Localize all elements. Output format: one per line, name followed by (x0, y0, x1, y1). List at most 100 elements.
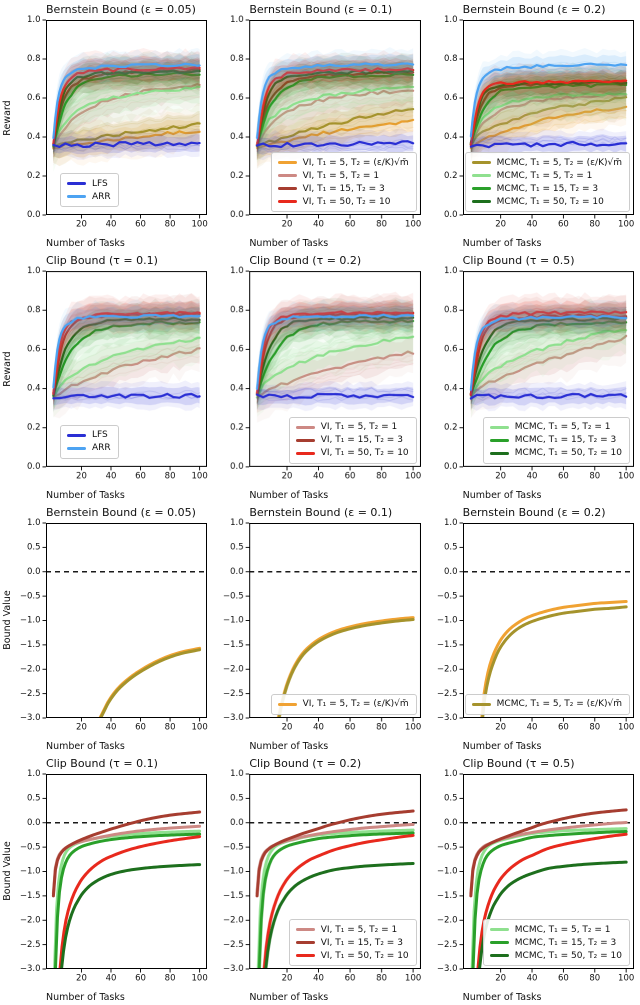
legend-line-swatch (489, 928, 509, 931)
legend-line-swatch (295, 425, 315, 429)
legend-line-swatch (295, 438, 315, 442)
x-axis-label: Number of Tasks (249, 992, 329, 1003)
legend-entry: ARR (67, 442, 111, 455)
legend-entry: VI, T₁ = 50, T₂ = 10 (295, 447, 409, 460)
panel-title: Clip Bound (τ = 0.5) (462, 254, 575, 268)
panel-bernstein-bound-0.2-2: Bernstein Bound (ε = 0.2) Number of Tasks… (426, 0, 640, 252)
legend-entry: ARR (67, 190, 111, 203)
y-axis-label: Bound Value (2, 841, 13, 902)
legend-line-swatch (295, 928, 315, 931)
plot-canvas (426, 753, 640, 1005)
plot-canvas (0, 753, 214, 1005)
legend-line-swatch (471, 161, 491, 165)
legend-label: MCMC, T₁ = 5, T₂ = (ε/K)√m̄ (496, 157, 622, 168)
legend-entry: VI, T₁ = 50, T₂ = 10 (295, 949, 409, 962)
legend-entry: VI, T₁ = 15, T₂ = 3 (295, 936, 409, 949)
legend-label: MCMC, T₁ = 50, T₂ = 10 (514, 950, 622, 961)
x-axis-label: Number of Tasks (249, 489, 329, 501)
legend-line-swatch (277, 200, 297, 204)
legend: MCMC, T₁ = 5, T₂ = 1 MCMC, T₁ = 15, T₂ = … (482, 919, 630, 966)
legend-entry: VI, T₁ = 5, T₂ = 1 (295, 421, 409, 434)
legend-entry: VI, T₁ = 5, T₂ = (ε/K)√m̄ (277, 698, 409, 711)
legend-line-swatch (489, 451, 509, 455)
legend-label: MCMC, T₁ = 5, T₂ = 1 (496, 170, 593, 181)
panel-clip-bound-0.2-10: Clip Bound (τ = 0.2) Number of Tasks VI, T… (213, 753, 427, 1005)
legend-entry: LFS (67, 429, 111, 442)
legend: MCMC, T₁ = 5, T₂ = 1 MCMC, T₁ = 15, T₂ = … (482, 416, 630, 464)
legend-entry: MCMC, T₁ = 50, T₂ = 10 (489, 447, 622, 460)
legend-line-swatch (277, 161, 297, 165)
legend-label: VI, T₁ = 50, T₂ = 10 (320, 448, 409, 458)
legend: MCMC, T₁ = 5, T₂ = (ε/K)√m̄ MCMC, T₁ = 5,… (464, 152, 630, 213)
legend-label: MCMC, T₁ = 50, T₂ = 10 (514, 448, 622, 458)
panel-clip-bound-0.5-11: Clip Bound (τ = 0.5) Number of Tasks MCMC,… (426, 753, 640, 1005)
panel-title: Clip Bound (τ = 0.5) (462, 756, 575, 770)
legend: VI, T₁ = 5, T₂ = (ε/K)√m̄ VI, T₁ = 5, T₂ … (270, 152, 417, 213)
x-axis-label: Number of Tasks (249, 238, 329, 250)
legend-line-swatch (471, 702, 491, 706)
panel-title: Bernstein Bound (ε = 0.2) (462, 505, 606, 519)
legend-line-swatch (471, 187, 491, 191)
legend-line-swatch (295, 451, 315, 455)
legend-label: VI, T₁ = 50, T₂ = 10 (320, 950, 409, 961)
legend-entry: MCMC, T₁ = 5, T₂ = 1 (489, 421, 622, 434)
x-axis-label: Number of Tasks (462, 992, 542, 1003)
plot-canvas (426, 502, 640, 754)
legend-entry: MCMC, T₁ = 15, T₂ = 3 (471, 182, 622, 195)
panel-bernstein-bound-0.2-8: Bernstein Bound (ε = 0.2) Number of Tasks… (426, 502, 640, 754)
legend-line-swatch (277, 187, 297, 191)
plot-canvas (213, 251, 427, 503)
legend-entry: LFS (67, 177, 111, 190)
legend-label: VI, T₁ = 15, T₂ = 3 (320, 937, 403, 948)
x-axis-label: Number of Tasks (46, 489, 125, 501)
legend-entry: MCMC, T₁ = 5, T₂ = 1 (489, 923, 622, 936)
legend: LFS ARR (60, 424, 119, 459)
legend-entry: VI, T₁ = 15, T₂ = 3 (295, 434, 409, 447)
legend-label: VI, T₁ = 50, T₂ = 10 (302, 196, 391, 207)
legend-entry: VI, T₁ = 5, T₂ = 1 (295, 923, 409, 936)
panel-title: Clip Bound (τ = 0.1) (46, 756, 158, 770)
plot-canvas (0, 0, 214, 252)
legend-line-swatch (471, 200, 491, 204)
legend-label: VI, T₁ = 5, T₂ = 1 (302, 170, 380, 181)
legend-label: MCMC, T₁ = 50, T₂ = 10 (496, 196, 604, 207)
legend-line-swatch (471, 174, 491, 178)
legend-label: MCMC, T₁ = 5, T₂ = (ε/K)√m̄ (496, 699, 622, 710)
legend-line-swatch (67, 195, 86, 199)
plot-canvas (426, 0, 640, 252)
y-axis-label: Reward (2, 351, 13, 387)
legend-entry: VI, T₁ = 5, T₂ = (ε/K)√m̄ (277, 156, 409, 169)
legend-line-swatch (295, 941, 315, 944)
x-axis-label: Number of Tasks (249, 740, 329, 752)
panel-bernstein-bound-0.1-7: Bernstein Bound (ε = 0.1) Number of Tasks… (213, 502, 427, 754)
legend-label: VI, T₁ = 15, T₂ = 3 (320, 435, 403, 445)
legend: VI, T₁ = 5, T₂ = 1 VI, T₁ = 15, T₂ = 3 VI,… (288, 416, 417, 464)
legend: VI, T₁ = 5, T₂ = 1 VI, T₁ = 15, T₂ = 3 VI,… (288, 919, 417, 966)
legend-label: VI, T₁ = 5, T₂ = (ε/K)√m̄ (302, 699, 409, 710)
panel-title: Clip Bound (τ = 0.2) (249, 254, 362, 268)
panel-bernstein-bound-0.05-0: Bernstein Bound (ε = 0.05) Number of Task… (0, 0, 214, 252)
plot-canvas (213, 753, 427, 1005)
legend: LFS ARR (60, 173, 119, 208)
legend-entry: MCMC, T₁ = 5, T₂ = (ε/K)√m̄ (471, 698, 622, 711)
panel-clip-bound-0.2-4: Clip Bound (τ = 0.2) Number of Tasks VI, T… (213, 251, 427, 503)
legend-entry: MCMC, T₁ = 50, T₂ = 10 (489, 949, 622, 962)
legend-line-swatch (277, 702, 297, 706)
legend-label: VI, T₁ = 5, T₂ = 1 (320, 924, 398, 935)
legend-line-swatch (67, 433, 86, 437)
legend-label: MCMC, T₁ = 15, T₂ = 3 (514, 435, 617, 445)
plot-canvas (0, 251, 214, 503)
legend-label: MCMC, T₁ = 5, T₂ = 1 (514, 924, 611, 935)
legend-label: MCMC, T₁ = 15, T₂ = 3 (496, 183, 599, 194)
x-axis-label: Number of Tasks (462, 238, 542, 250)
legend-line-swatch (295, 954, 315, 957)
panel-clip-bound-0.1-9: Clip Bound (τ = 0.1) Number of Tasks Bound… (0, 753, 214, 1005)
legend-entry: MCMC, T₁ = 15, T₂ = 3 (489, 936, 622, 949)
legend-entry: VI, T₁ = 15, T₂ = 3 (277, 182, 409, 195)
legend-line-swatch (489, 438, 509, 442)
x-axis-label: Number of Tasks (46, 740, 125, 752)
panel-clip-bound-0.1-3: Clip Bound (τ = 0.1) Number of Tasks Rewar… (0, 251, 214, 503)
plot-canvas (213, 502, 427, 754)
panel-title: Bernstein Bound (ε = 0.05) (46, 505, 196, 519)
